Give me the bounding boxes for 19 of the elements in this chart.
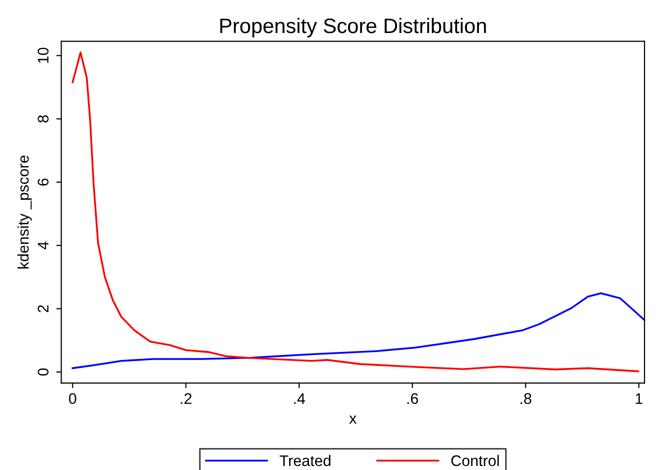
y-tick-label: 0: [38, 368, 49, 376]
line-series: [72, 52, 640, 372]
y-tick-label: 10: [38, 48, 49, 63]
x-tick-label: .6: [407, 393, 418, 404]
chart-title: Propensity Score Distribution: [220, 18, 486, 38]
x-tick-label: 0: [68, 393, 76, 404]
y-tick-label: 8: [38, 115, 49, 122]
line-series: [72, 292, 644, 370]
legend-label: Control: [451, 454, 499, 466]
x-axis-title: x: [349, 416, 357, 424]
x-tick-label: .2: [180, 393, 192, 404]
legend-label: Treated: [280, 454, 330, 466]
x-tick-label: .8: [520, 393, 532, 404]
y-tick-label: 4: [38, 242, 48, 250]
y-tick-label: 6: [38, 178, 49, 186]
x-tick-label: 1: [636, 393, 642, 404]
x-tick-label: .4: [294, 393, 306, 404]
y-tick-label: 2: [38, 305, 48, 312]
y-axis-title: kdensity _pscore: [18, 156, 32, 268]
